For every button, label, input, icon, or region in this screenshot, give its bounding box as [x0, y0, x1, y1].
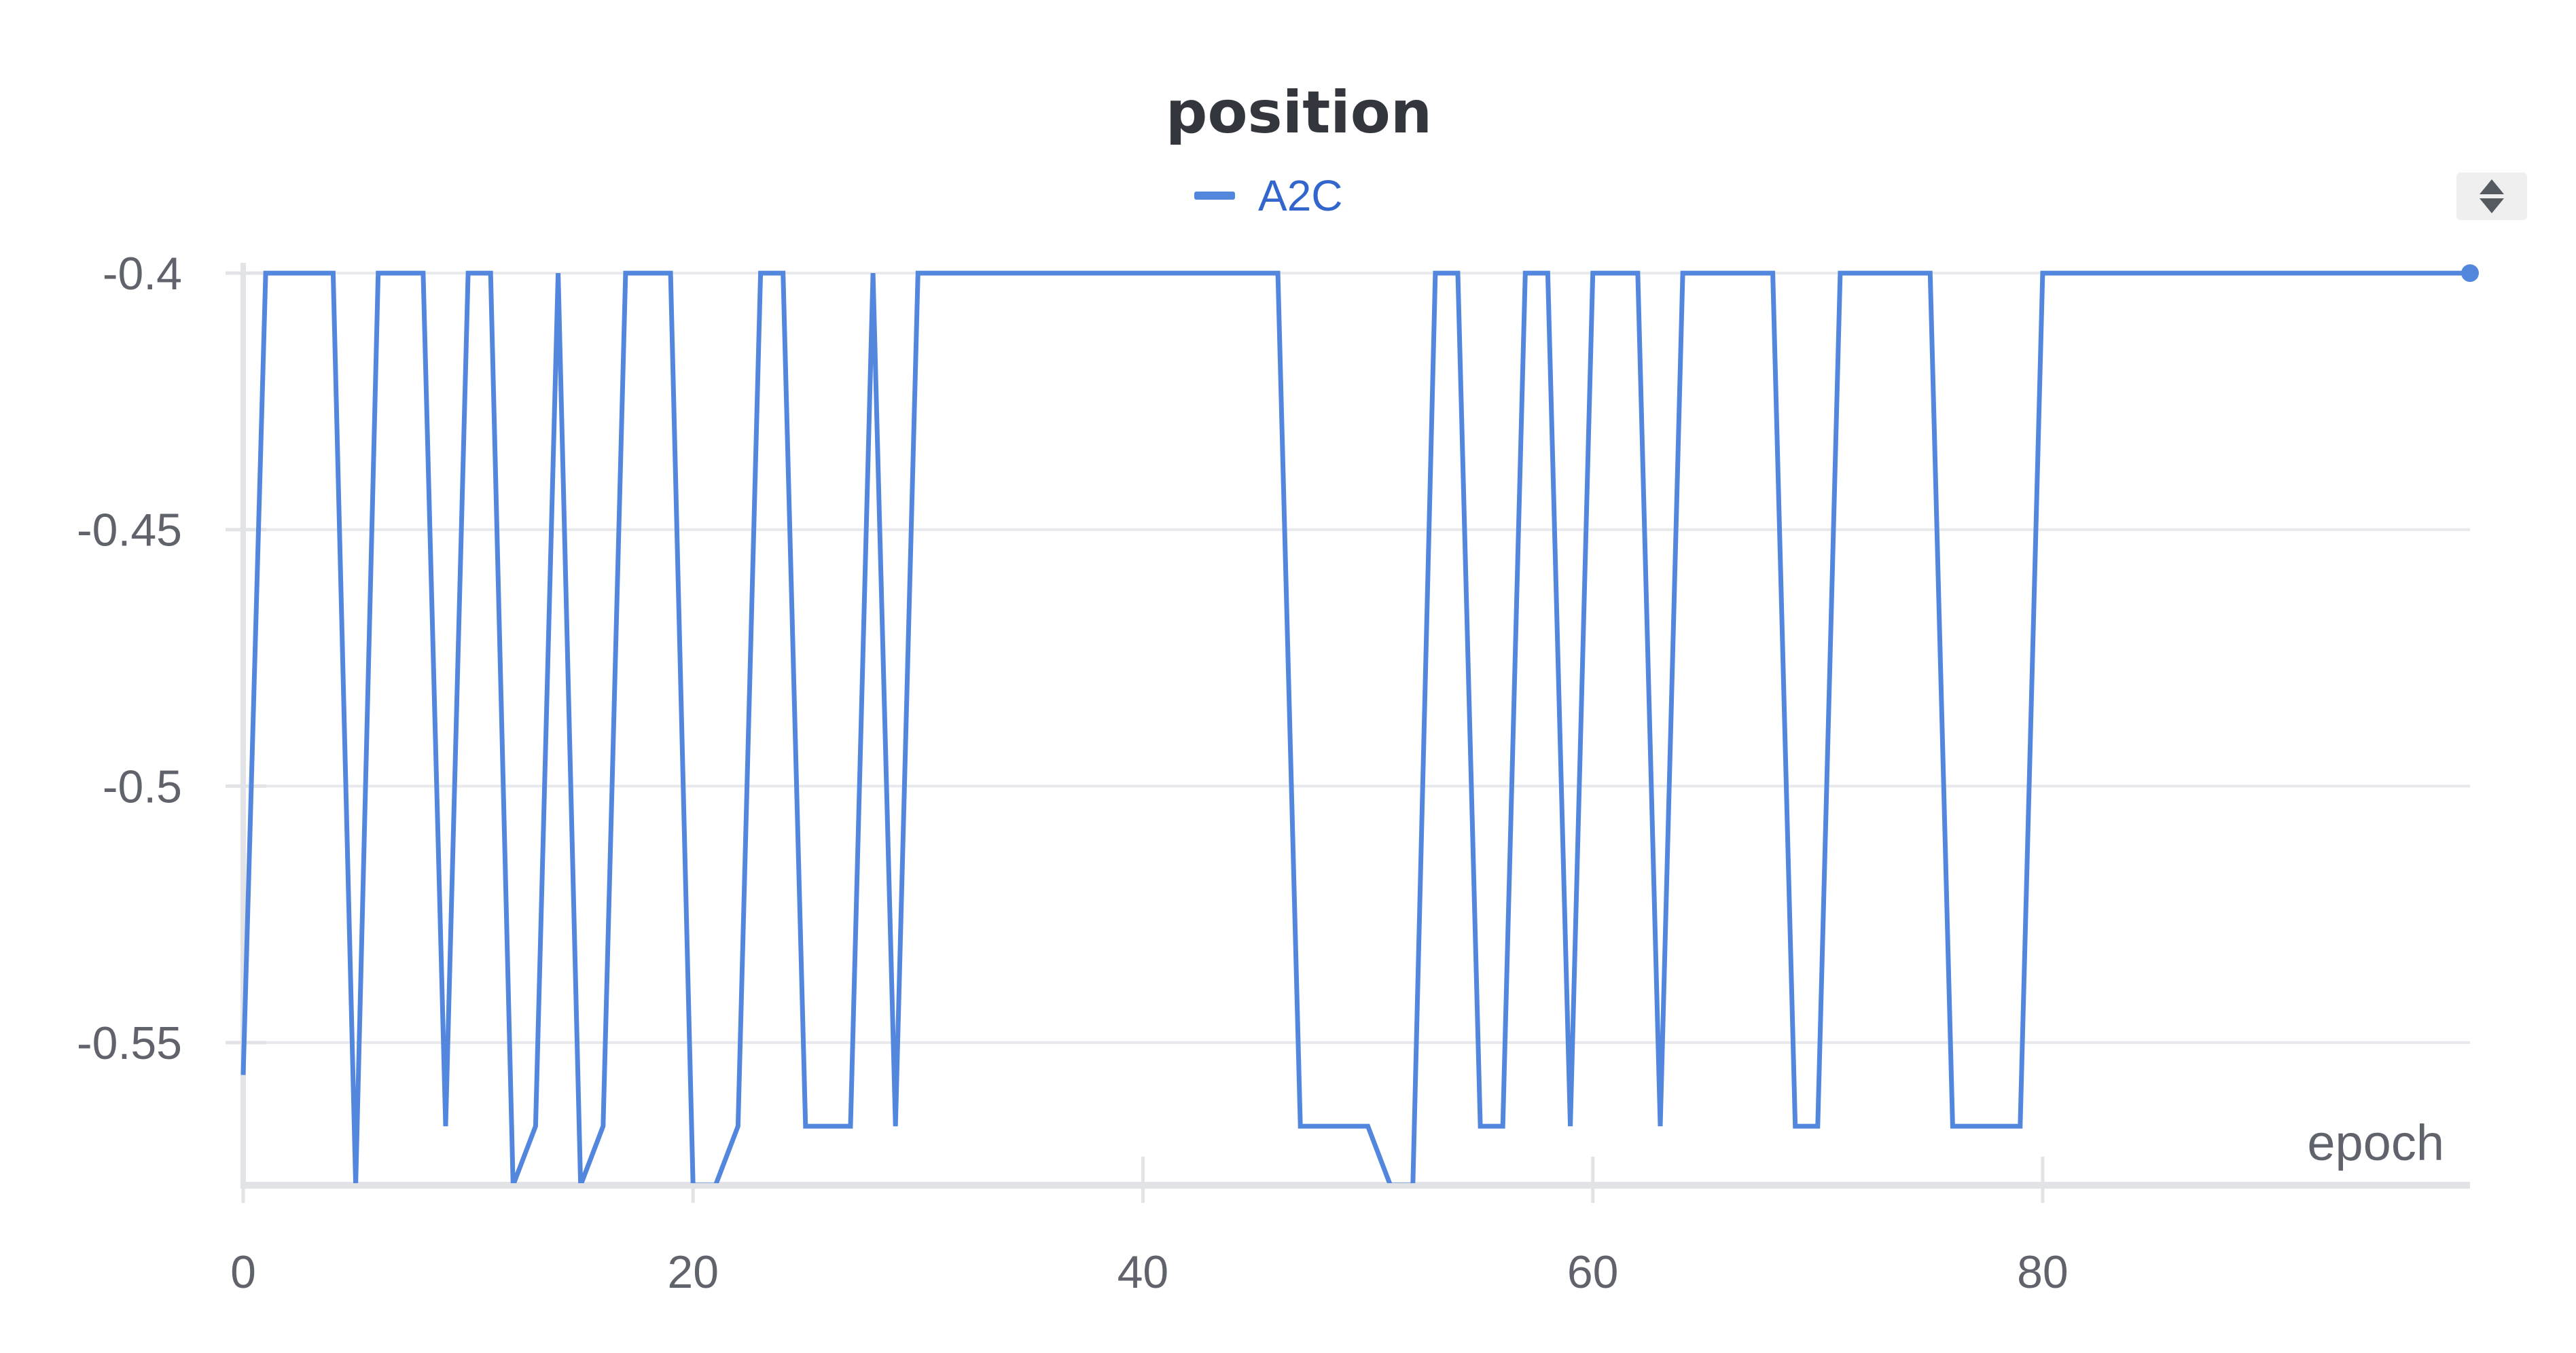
series-endpoints	[2461, 264, 2479, 283]
legend-swatch-a2c	[1194, 192, 1235, 200]
series-line-a2c	[240, 270, 2470, 1183]
legend-label-a2c: A2C	[1258, 171, 1343, 220]
sort-control-button[interactable]	[2456, 173, 2527, 220]
y-tick-label: -0.4	[103, 248, 182, 300]
series-endpoint-a2c[interactable]	[2461, 264, 2479, 283]
legend[interactable]: A2C	[1194, 171, 1343, 220]
y-tick-label: -0.45	[77, 505, 182, 556]
x-tick-label: 80	[2017, 1246, 2069, 1298]
x-tick-label: 0	[230, 1246, 256, 1298]
x-tick-label: 40	[1117, 1246, 1169, 1298]
axes	[240, 263, 2470, 1203]
x-tick-label: 20	[667, 1246, 719, 1298]
x-axis-label: epoch	[2307, 1115, 2444, 1171]
series-layer	[240, 270, 2470, 1183]
x-tick-label: 60	[1567, 1246, 1619, 1298]
sort-down-arrow-icon	[2480, 198, 2504, 213]
y-tick-labels: -0.4 -0.45 -0.5 -0.55	[77, 248, 182, 1069]
x-tick-labels: 0 20 40 60 80	[230, 1246, 2069, 1298]
y-tick-label: -0.5	[103, 761, 182, 812]
chart-title: position	[1166, 79, 1432, 147]
sort-up-down-icon	[2480, 179, 2504, 213]
sort-up-arrow-icon	[2480, 179, 2504, 194]
y-tick-label: -0.55	[77, 1017, 182, 1069]
sort-control-bg	[2456, 173, 2527, 220]
